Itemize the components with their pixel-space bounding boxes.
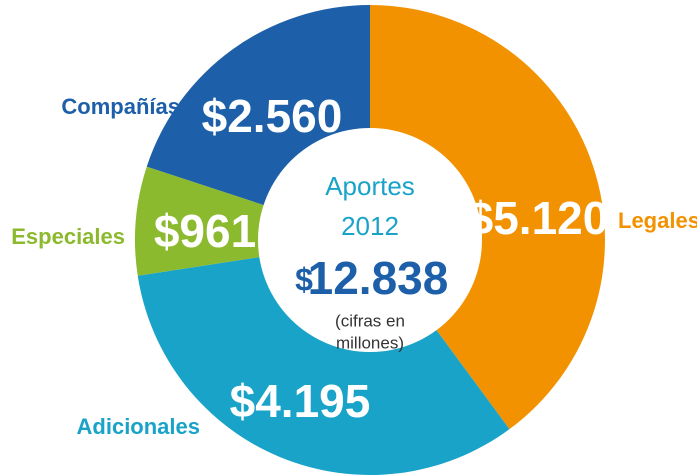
donut-slice — [146, 5, 370, 209]
total-amount: 12.838 — [308, 252, 449, 304]
donut-slice — [370, 5, 605, 430]
donut-slice — [137, 255, 510, 475]
center-title: Aportes — [325, 171, 415, 201]
donut-slice — [135, 166, 276, 276]
center-note: (cifras en — [335, 311, 405, 330]
category-label: Adicionales — [77, 414, 200, 439]
center-year: 2012 — [341, 211, 399, 241]
total-currency: $ — [295, 261, 313, 297]
center-disc — [258, 128, 482, 352]
category-label: Legales — [618, 208, 697, 233]
ring — [135, 5, 605, 475]
category-label: Especiales — [11, 224, 125, 249]
category-label: Compañías — [61, 94, 180, 119]
value-label: $2.560 — [202, 90, 343, 142]
value-label: $961 — [154, 205, 256, 257]
center-note: millones) — [336, 333, 404, 352]
value-label: $5.120 — [468, 192, 609, 244]
value-label: $4.195 — [230, 375, 371, 427]
